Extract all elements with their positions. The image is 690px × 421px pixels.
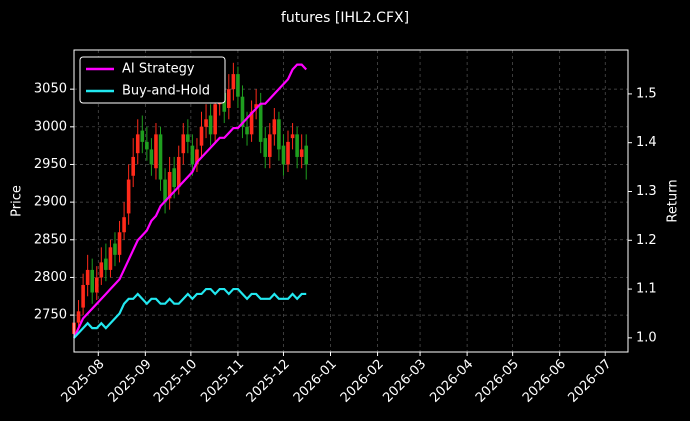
candle-body bbox=[145, 141, 149, 150]
candle-body bbox=[99, 262, 104, 278]
legend-box bbox=[79, 56, 226, 104]
x-tick-label: 2026-04 bbox=[427, 357, 476, 406]
y-axis-label: Price bbox=[10, 185, 25, 217]
candle-body bbox=[104, 258, 108, 270]
candle-body bbox=[245, 126, 249, 135]
x-tick-label: 2026-05 bbox=[473, 357, 522, 406]
candle-body bbox=[186, 134, 190, 142]
x-tick-label: 2025-11 bbox=[198, 357, 247, 406]
candle-body bbox=[258, 104, 263, 142]
x-tick-label: 2025-08 bbox=[59, 357, 108, 406]
return-line bbox=[73, 287, 307, 339]
candle-body bbox=[122, 217, 126, 233]
candle-body bbox=[286, 141, 290, 165]
candle-body bbox=[208, 115, 213, 135]
y-tick-label: 3050 bbox=[34, 82, 67, 97]
y-tick-label: 2800 bbox=[34, 270, 67, 285]
candle-body bbox=[117, 232, 122, 255]
candle-body bbox=[176, 156, 181, 188]
y-tick-label: 2850 bbox=[34, 232, 67, 247]
candle-body bbox=[281, 145, 286, 165]
x-tick-label: 2026-03 bbox=[380, 357, 429, 406]
candle-body bbox=[167, 172, 172, 199]
candle-body bbox=[135, 134, 140, 154]
legend-label: AI Strategy bbox=[122, 62, 195, 77]
candle-body bbox=[126, 179, 131, 214]
candle-body bbox=[195, 149, 199, 165]
y2-tick-label: 1.3 bbox=[636, 184, 657, 199]
legend-label: Buy-and-Hold bbox=[122, 84, 210, 99]
candle-body bbox=[295, 134, 299, 157]
candle-body bbox=[181, 134, 186, 154]
candle-body bbox=[158, 134, 163, 180]
candle-body bbox=[140, 130, 145, 142]
candle-body bbox=[190, 145, 195, 165]
return-line bbox=[73, 63, 308, 339]
candle-body bbox=[272, 119, 277, 135]
candle-body bbox=[94, 277, 99, 293]
candle-body bbox=[81, 284, 85, 308]
candle-body bbox=[149, 149, 154, 165]
y-tick-label: 2950 bbox=[34, 157, 67, 172]
x-tick-label: 2025-09 bbox=[106, 357, 155, 406]
candle-body bbox=[204, 119, 208, 127]
y2-tick-label: 1.0 bbox=[636, 330, 657, 345]
candle-body bbox=[213, 104, 217, 135]
x-tick-label: 2025-10 bbox=[151, 357, 200, 406]
y2-tick-label: 1.1 bbox=[636, 282, 657, 297]
candle-body bbox=[90, 269, 95, 293]
chart-title: futures [IHL2.CFX] bbox=[281, 10, 409, 26]
x-tick-label: 2026-07 bbox=[566, 357, 615, 406]
y2-axis-label: Return bbox=[666, 179, 681, 222]
y-tick-label: 3000 bbox=[34, 119, 67, 134]
y2-tick-label: 1.2 bbox=[636, 233, 657, 248]
candle-body bbox=[236, 74, 240, 97]
candle-body bbox=[263, 138, 268, 157]
y2-tick-label: 1.4 bbox=[636, 135, 657, 150]
y2-tick-label: 1.5 bbox=[636, 86, 657, 101]
candle-body bbox=[254, 104, 258, 108]
x-tick-label: 2026-06 bbox=[520, 357, 569, 406]
candle-body bbox=[299, 149, 304, 157]
candle-body bbox=[290, 134, 295, 139]
candle-body bbox=[240, 96, 245, 127]
plot-frame bbox=[73, 49, 629, 353]
candle-body bbox=[231, 74, 236, 90]
x-tick-label: 2025-12 bbox=[244, 357, 293, 406]
candle-body bbox=[172, 168, 176, 188]
legend: AI Strategy Buy-and-Hold bbox=[79, 56, 226, 104]
x-tick-label: 2026-01 bbox=[291, 357, 340, 406]
candle-body bbox=[304, 145, 309, 165]
candle-body bbox=[108, 247, 113, 270]
candle-body bbox=[113, 243, 117, 255]
candle-body bbox=[277, 119, 281, 150]
candle-body bbox=[76, 311, 81, 323]
candle-body bbox=[85, 269, 90, 285]
candle-body bbox=[267, 134, 272, 157]
candle-body bbox=[199, 126, 204, 146]
candle-body bbox=[163, 179, 167, 203]
x-tick-label: 2026-02 bbox=[338, 357, 387, 406]
y-tick-label: 2750 bbox=[34, 308, 67, 323]
candle-body bbox=[249, 111, 254, 135]
candle-body bbox=[131, 156, 135, 176]
y-tick-label: 2900 bbox=[34, 195, 67, 210]
candle-body bbox=[154, 134, 158, 169]
candle-body bbox=[227, 89, 231, 108]
